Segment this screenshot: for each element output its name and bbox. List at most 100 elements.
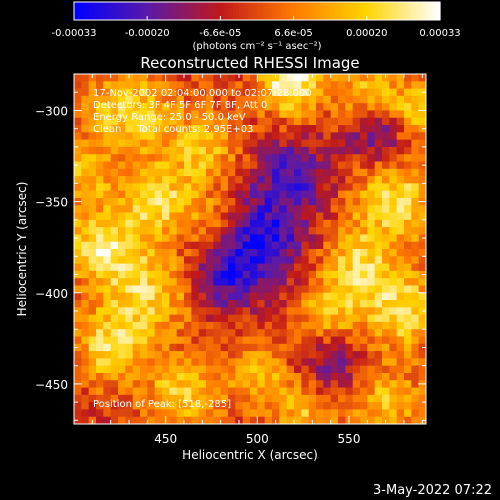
heatmap-cell	[360, 81, 368, 90]
heatmap-cell	[338, 321, 346, 330]
heatmap-cell	[272, 402, 280, 410]
heatmap-cell	[316, 176, 324, 184]
heatmap-cell	[242, 285, 251, 294]
heatmap-cell	[191, 416, 200, 424]
heatmap-cell	[338, 139, 346, 148]
colorbar-segment	[107, 2, 111, 20]
heatmap-cell	[162, 132, 170, 141]
heatmap-cell	[389, 343, 398, 352]
heatmap-cell	[220, 110, 229, 119]
heatmap-cell	[301, 176, 310, 184]
heatmap-cell	[220, 139, 229, 148]
heatmap-cell	[360, 365, 368, 374]
colorbar-segment	[122, 2, 126, 20]
heatmap-cell	[316, 146, 324, 155]
heatmap-cell	[198, 321, 207, 330]
heatmap-cell	[132, 154, 141, 162]
heatmap-cell	[418, 263, 426, 272]
heatmap-cell	[411, 409, 420, 418]
heatmap-cell	[272, 314, 280, 323]
heatmap-cell	[242, 263, 251, 272]
heatmap-cell	[176, 416, 185, 424]
heatmap-cell	[176, 219, 185, 228]
heatmap-cell	[235, 314, 244, 323]
heatmap-cell	[286, 190, 295, 199]
heatmap-cell	[411, 292, 420, 301]
heatmap-cell	[235, 343, 244, 352]
heatmap-cell	[257, 394, 266, 403]
heatmap-cell	[374, 409, 383, 418]
heatmap-cell	[257, 292, 266, 301]
heatmap-cell	[132, 387, 141, 396]
heatmap-cell	[213, 146, 222, 155]
heatmap-cell	[418, 292, 426, 301]
heatmap-cell	[220, 88, 229, 97]
x-axis-label: Heliocentric X (arcsec)	[182, 448, 318, 462]
heatmap-cell	[118, 125, 126, 133]
x-tick-label: 450	[154, 432, 177, 446]
heatmap-cell	[286, 132, 295, 141]
heatmap-cell	[110, 358, 119, 367]
heatmap-cell	[323, 154, 332, 162]
heatmap-cell	[176, 168, 185, 177]
heatmap-cell	[88, 292, 97, 301]
heatmap-cell	[169, 365, 178, 374]
heatmap-cell	[96, 88, 104, 97]
heatmap-cell	[118, 154, 126, 162]
colorbar-segment	[197, 2, 201, 20]
heatmap-cell	[345, 95, 354, 104]
colorbar-segment	[311, 2, 315, 20]
heatmap-cell	[132, 285, 141, 294]
heatmap-cell	[162, 183, 170, 192]
heatmap-cell	[264, 197, 273, 206]
heatmap-cell	[308, 146, 317, 155]
heatmap-cell	[323, 351, 332, 359]
heatmap-cell	[191, 292, 200, 301]
heatmap-cell	[360, 234, 368, 243]
heatmap-cell	[213, 241, 222, 250]
heatmap-cell	[169, 139, 178, 148]
heatmap-cell	[257, 241, 266, 250]
heatmap-cell	[404, 358, 412, 367]
heatmap-cell	[81, 307, 90, 316]
heatmap-cell	[374, 307, 383, 316]
heatmap-cell	[316, 292, 324, 301]
heatmap-cell	[81, 205, 90, 214]
heatmap-cell	[279, 270, 288, 279]
heatmap-cell	[404, 81, 412, 90]
heatmap-cell	[330, 343, 339, 352]
heatmap-cell	[235, 300, 244, 308]
heatmap-cell	[140, 95, 148, 104]
heatmap-cell	[147, 190, 156, 199]
colorbar-segment	[320, 2, 324, 20]
heatmap-cell	[154, 197, 163, 206]
heatmap-cell	[132, 358, 141, 367]
heatmap-cell	[147, 161, 156, 170]
heatmap-cell	[81, 314, 90, 323]
colorbar-segment	[308, 2, 312, 20]
heatmap-cell	[110, 197, 119, 206]
heatmap-cell	[418, 176, 426, 184]
heatmap-cell	[308, 380, 317, 389]
heatmap-cell	[404, 183, 412, 192]
heatmap-cell	[301, 249, 310, 257]
heatmap-cell	[228, 285, 236, 294]
heatmap-cell	[154, 227, 163, 235]
heatmap-cell	[169, 351, 178, 359]
heatmap-cell	[147, 329, 156, 337]
heatmap-cell	[125, 270, 134, 279]
colorbar-segment	[314, 2, 318, 20]
heatmap-cell	[352, 416, 361, 424]
heatmap-cell	[301, 307, 310, 316]
heatmap-cell	[242, 336, 251, 345]
heatmap-cell	[125, 110, 134, 119]
heatmap-cell	[338, 394, 346, 403]
heatmap-cell	[110, 365, 119, 374]
heatmap-cell	[294, 110, 302, 119]
heatmap-cell	[118, 336, 126, 345]
heatmap-cell	[147, 139, 156, 148]
heatmap-cell	[132, 110, 141, 119]
heatmap-cell	[308, 183, 317, 192]
heatmap-cell	[411, 190, 420, 199]
heatmap-cell	[257, 190, 266, 199]
